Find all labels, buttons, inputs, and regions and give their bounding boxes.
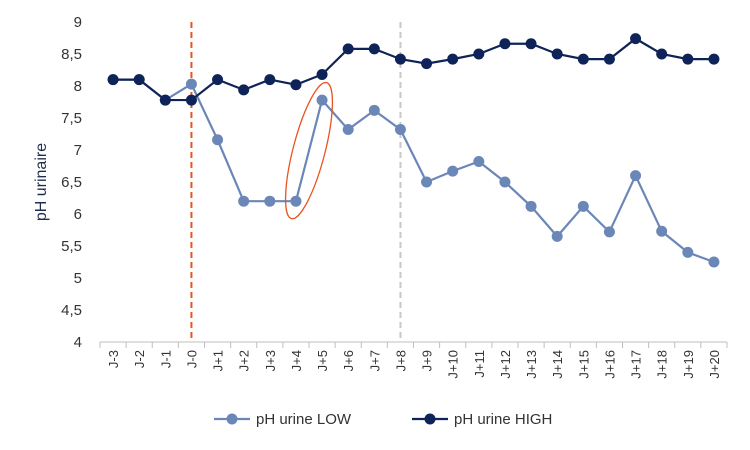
x-tick-label: J+10 (446, 350, 461, 379)
x-tick-label: J+5 (315, 350, 330, 371)
x-tick-label: J+12 (498, 350, 513, 379)
x-tick-label: J+7 (367, 350, 382, 371)
x-tick-label: J+2 (237, 350, 252, 371)
data-point-ph-urine-high (630, 33, 642, 45)
data-point-ph-urine-high (316, 68, 328, 80)
x-tick-label: J-0 (184, 350, 199, 368)
data-point-ph-urine-low (447, 165, 459, 177)
data-point-ph-urine-low (290, 195, 302, 207)
data-point-ph-urine-high (447, 53, 459, 65)
data-point-ph-urine-high (212, 74, 224, 86)
x-axis-ticks: J-3 J-2 J-1 J-0 J+1 J+2 J+3 J+4 J+5 J+6 J+7 J+8 J+9 J… (99, 342, 728, 379)
y-tick-label: 6 (74, 206, 82, 223)
y-tick-label: 4 (74, 334, 82, 351)
y-tick-label: 4,5 (61, 302, 82, 319)
data-point-ph-urine-low (603, 226, 615, 238)
data-point-ph-urine-high (264, 74, 276, 86)
x-tick-label: J+6 (341, 350, 356, 371)
data-point-ph-urine-low (551, 230, 563, 242)
x-tick-label: J-3 (106, 350, 121, 368)
data-point-ph-urine-high (159, 94, 171, 106)
data-point-ph-urine-high (603, 53, 615, 65)
data-point-ph-urine-high (421, 58, 433, 70)
series-line-ph-urine-high (113, 37, 714, 102)
y-tick-label: 6,5 (61, 174, 82, 191)
data-point-ph-urine-low (368, 104, 380, 116)
data-point-ph-urine-low (421, 176, 433, 188)
data-point-ph-urine-high (525, 38, 537, 50)
x-tick-label: J-2 (132, 350, 147, 368)
x-tick-label: J-1 (158, 350, 173, 368)
x-tick-label: J+9 (420, 350, 435, 371)
x-tick-label: J+19 (681, 350, 696, 379)
highlight-ellipse (284, 81, 334, 220)
data-point-ph-urine-low (264, 195, 276, 207)
x-tick-label: J+17 (629, 350, 644, 379)
data-point-ph-urine-low (708, 256, 720, 268)
data-point-ph-urine-high (551, 48, 563, 60)
data-point-ph-urine-high (656, 48, 668, 60)
data-point-ph-urine-high (185, 94, 197, 106)
data-point-ph-urine-high (368, 43, 380, 55)
legend: pH urine LOW pH urine HIGH (214, 411, 552, 428)
y-tick-label: 8,5 (61, 46, 82, 63)
legend-label-ph-urine-high: pH urine HIGH (454, 411, 552, 428)
y-tick-label: 5,5 (61, 238, 82, 255)
y-tick-label: 8 (74, 78, 82, 95)
data-point-ph-urine-high (708, 53, 720, 65)
x-tick-label: J+13 (524, 350, 539, 379)
x-tick-label: J+3 (263, 350, 278, 371)
series-line-ph-urine-low (113, 78, 715, 264)
data-point-ph-urine-low (342, 124, 354, 136)
data-point-ph-urine-high (577, 53, 589, 65)
series-layer (107, 33, 720, 268)
data-point-ph-urine-high (342, 43, 354, 55)
legend-marker-ph-urine-low (226, 413, 238, 425)
x-tick-label: J+18 (655, 350, 670, 379)
data-point-ph-urine-high (238, 84, 250, 96)
data-point-ph-urine-high (394, 53, 406, 65)
y-axis-ticks: 4 4,5 5 5,5 6 6,5 7 7,5 8 8,5 9 (61, 14, 82, 351)
data-point-ph-urine-low (473, 156, 485, 168)
data-point-ph-urine-low (394, 124, 406, 136)
x-tick-label: J+8 (393, 350, 408, 371)
data-point-ph-urine-low (238, 195, 250, 207)
data-point-ph-urine-low (185, 78, 197, 90)
y-tick-label: 7 (74, 142, 82, 159)
x-tick-label: J+11 (472, 350, 487, 378)
x-tick-label: J+14 (550, 350, 565, 379)
x-tick-label: J+4 (289, 350, 304, 371)
x-tick-label: J+20 (707, 350, 722, 379)
x-tick-label: J+16 (602, 350, 617, 379)
data-point-ph-urine-high (682, 53, 694, 65)
data-point-ph-urine-low (682, 246, 694, 258)
data-point-ph-urine-low (316, 94, 328, 106)
data-point-ph-urine-high (133, 74, 145, 86)
x-tick-label: J+15 (576, 350, 591, 379)
y-tick-label: 9 (74, 14, 82, 31)
y-tick-label: 5 (74, 270, 82, 287)
data-point-ph-urine-low (525, 200, 537, 212)
vertical-markers (190, 22, 402, 342)
y-tick-label: 7,5 (61, 110, 82, 127)
data-point-ph-urine-low (499, 176, 511, 188)
legend-label-ph-urine-low: pH urine LOW (256, 411, 352, 428)
legend-marker-ph-urine-high (424, 413, 436, 425)
data-point-ph-urine-low (630, 170, 642, 182)
data-point-ph-urine-high (107, 74, 119, 86)
data-point-ph-urine-low (656, 225, 668, 237)
data-point-ph-urine-high (290, 79, 302, 91)
data-point-ph-urine-low (577, 200, 589, 212)
data-point-ph-urine-low (212, 134, 224, 146)
y-axis-label: pH urinaire (33, 143, 50, 221)
data-point-ph-urine-high (473, 48, 485, 60)
data-point-ph-urine-high (499, 38, 511, 50)
x-tick-label: J+1 (211, 350, 226, 371)
